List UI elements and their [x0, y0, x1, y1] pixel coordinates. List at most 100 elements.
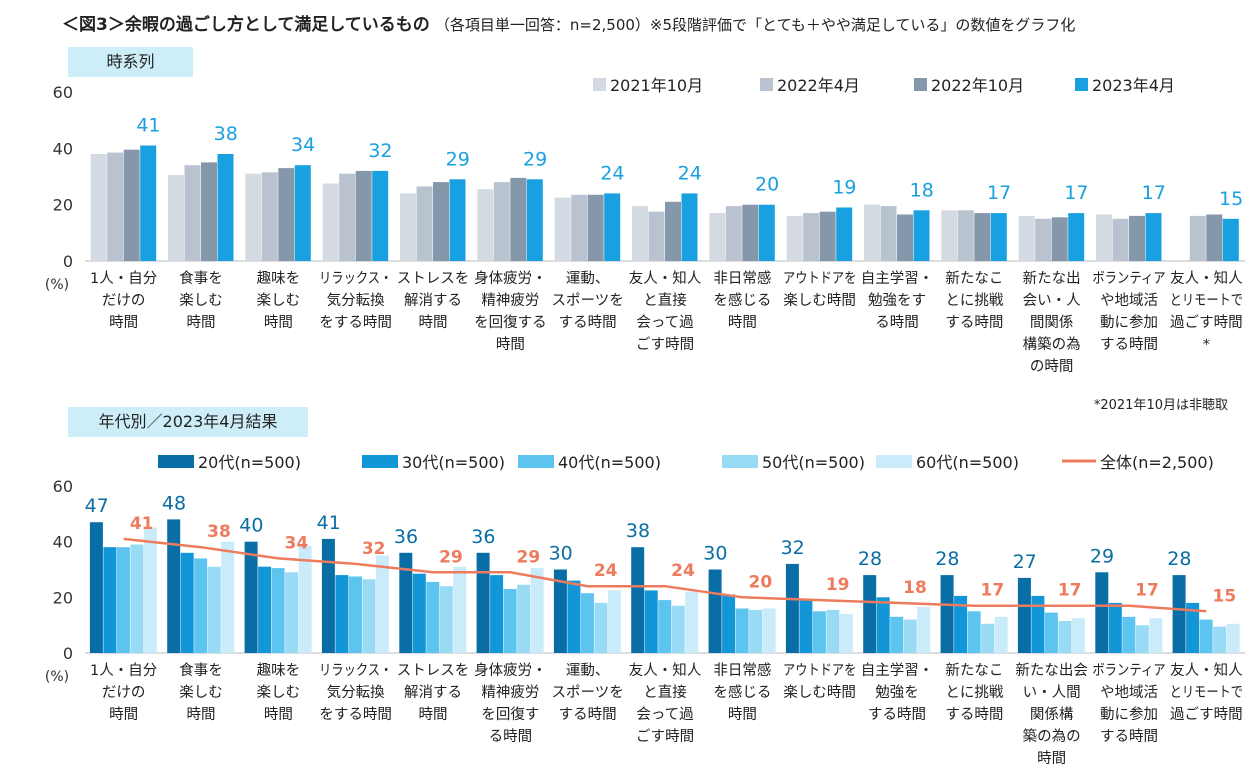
c1-category-label: 精神疲労 [481, 292, 539, 309]
c2-bar [89, 522, 103, 653]
c2-bar [1199, 619, 1213, 653]
c1-bar [355, 170, 372, 261]
c1-bar [587, 194, 604, 261]
c2-bar [362, 579, 376, 653]
c2-bar [194, 558, 208, 653]
c1-category-label: や地域活 [1100, 292, 1158, 309]
c2-ytick-label: 20 [53, 588, 73, 607]
c2-data-label-20s: 28 [858, 548, 882, 570]
c2-bar [826, 609, 840, 653]
c1-bar [786, 215, 803, 261]
c1-bar [400, 193, 416, 261]
c2-category-label: と直接 [643, 684, 687, 701]
c2-category-label: 気分転換 [327, 684, 385, 701]
c2-category-label: を感じる [713, 684, 771, 701]
c2-legend-line-label: 全体(n=2,500) [1100, 453, 1214, 472]
c2-category-label: 解消する [404, 684, 462, 701]
c1-bar [836, 207, 853, 261]
c1-bar [1035, 218, 1052, 262]
c2-bar [762, 608, 776, 653]
c2-category-label: 過ごす時間 [1170, 706, 1243, 723]
c2-category-label: ストレスを [397, 662, 470, 679]
c1-bar [864, 204, 880, 261]
c2-bar [375, 555, 389, 653]
c2-data-label-total: 29 [516, 547, 540, 567]
c1-category-label: だけの [102, 293, 146, 309]
c1-data-label: 20 [755, 174, 779, 196]
c2-data-label-20s: 41 [317, 512, 341, 534]
c2-bar [954, 595, 968, 653]
c2-category-label: 時間 [419, 706, 448, 723]
c2-data-label-20s: 28 [1167, 548, 1191, 570]
c1-data-label: 17 [987, 182, 1011, 204]
c1-bar [1051, 217, 1068, 261]
c2-bar [1017, 577, 1031, 653]
c1-ytick-label: 40 [53, 139, 73, 158]
c2-data-label-20s: 36 [394, 526, 418, 548]
c1-data-label: 34 [291, 134, 315, 156]
c2-bar [490, 575, 504, 653]
c1-bar [1189, 215, 1206, 261]
section-label-timeseries: 時系列 [68, 47, 193, 77]
c2-category-label: スポーツを [552, 684, 624, 701]
c1-category-label: 時間 [728, 314, 757, 331]
c2-data-label-total: 38 [207, 522, 231, 542]
c1-legend-swatch [593, 78, 606, 91]
c1-category-label: 趣味を [257, 270, 301, 287]
c1-category-label: 間関係 [1030, 314, 1074, 331]
c1-data-label: 41 [136, 115, 160, 137]
c1-bar [1206, 214, 1223, 261]
c2-bar [967, 611, 981, 654]
c1-category-label: 楽しむ [179, 292, 223, 309]
c1-category-label: 解消する [404, 292, 462, 309]
c2-bar [1135, 625, 1149, 653]
c1-category-label: スポーツを [552, 292, 624, 309]
c2-bar [903, 619, 917, 653]
c2-category-label: 時間 [264, 706, 293, 723]
c2-category-label: る時間 [489, 728, 533, 745]
c1-bar [1222, 218, 1239, 262]
c1-category-label: 身体疲労・ [474, 270, 547, 287]
c2-category-label: 関係構 [1030, 706, 1074, 723]
c2-bar [426, 582, 440, 653]
c1-bar [294, 165, 311, 261]
c2-category-label: 友人・知人 [629, 662, 702, 679]
c2-bar [553, 569, 567, 653]
c2-bar [607, 590, 621, 653]
c1-category-label: 勉強をす [868, 292, 926, 309]
c2-category-label: 時間 [187, 706, 216, 723]
c2-bar [476, 552, 490, 653]
c1-category-label: する時間 [1100, 336, 1158, 353]
c2-category-label: する時間 [945, 706, 1003, 723]
c2-bar [517, 584, 531, 653]
c2-category-label: い・人間 [1023, 684, 1081, 701]
c2-bar [453, 566, 467, 653]
c2-data-label-total: 19 [826, 575, 850, 595]
c2-bar [876, 597, 890, 653]
c1-bar [913, 210, 930, 261]
c1-bar [526, 179, 543, 261]
c2-category-label: 築の為の [1023, 727, 1081, 745]
c1-category-label: リラックス・ [319, 270, 392, 287]
c1-category-label: 時間 [187, 314, 216, 331]
c2-data-label-total: 17 [1058, 581, 1082, 601]
c2-bar [1058, 621, 1072, 653]
c1-bar [493, 182, 510, 261]
c1-bar [217, 154, 234, 261]
c1-data-label: 38 [214, 123, 238, 145]
c2-category-label: を回復す [481, 706, 539, 723]
chart-title: ＜図3＞余暇の過ごし方として満足しているもの （各項目単一回答：n=2,500）… [62, 10, 1075, 35]
c1-bar [477, 189, 494, 261]
c2-category-label: ボランティア [1092, 662, 1165, 679]
c1-category-label: する時間 [945, 314, 1003, 331]
c1-category-label: と直接 [643, 292, 687, 309]
c1-category-label: 過ごす時間 [1170, 314, 1243, 331]
c2-bar [335, 575, 349, 653]
c1-bar [554, 197, 571, 261]
c1-category-label: 会い・人 [1023, 292, 1081, 309]
c1-ytick-label: 0 [63, 252, 73, 271]
c2-bar [1071, 618, 1085, 653]
c2-data-label-total: 17 [980, 581, 1004, 601]
c2-category-label: だけの [102, 685, 146, 701]
c2-bar [180, 552, 194, 653]
